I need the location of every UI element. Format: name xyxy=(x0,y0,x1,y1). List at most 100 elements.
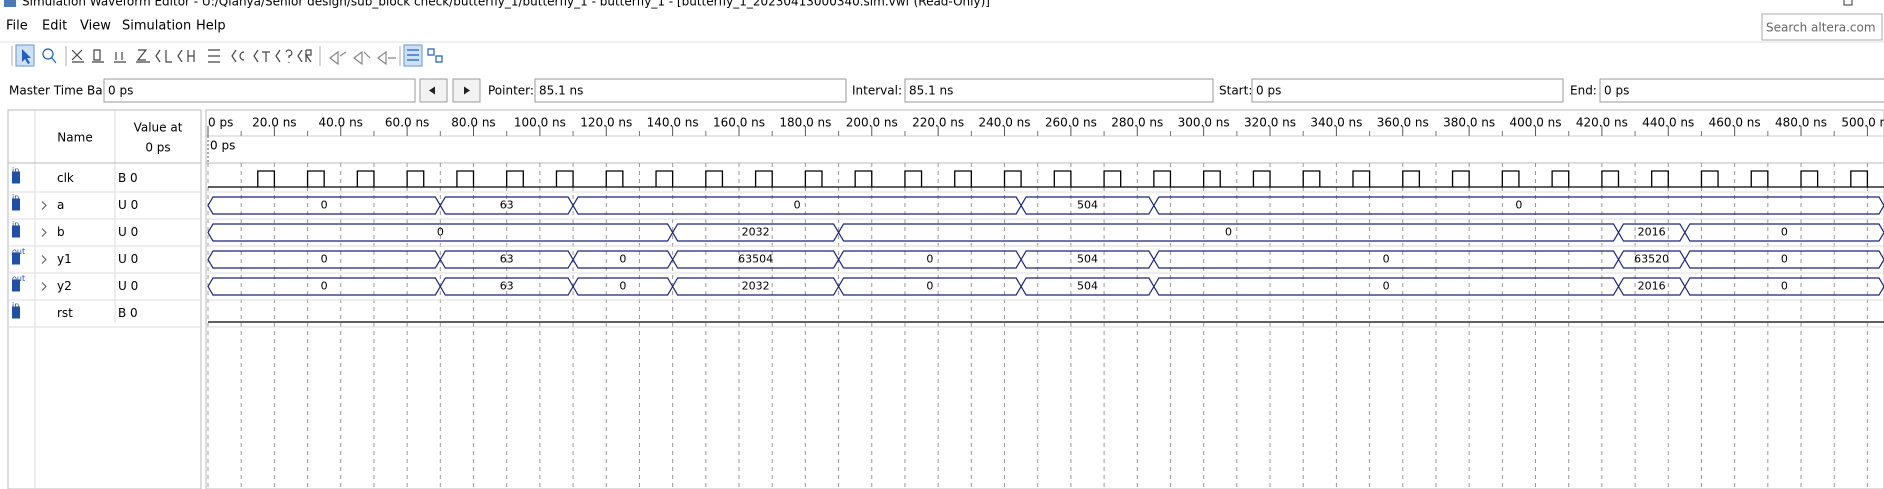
field-box[interactable] xyxy=(904,78,1214,103)
bus-value: 63 xyxy=(500,253,514,266)
tick-label: 260.0 ns xyxy=(1045,116,1097,130)
tick-label: 180.0 ns xyxy=(779,116,831,130)
bus-value: 2016 xyxy=(1638,280,1666,293)
port-icon xyxy=(12,171,20,184)
bus-value: 504 xyxy=(1077,199,1098,212)
bus-value: 0 xyxy=(1383,280,1390,293)
field-value: 0 ps xyxy=(1604,84,1629,98)
signal-value: B 0 xyxy=(118,171,138,185)
tick-label: 100.0 ns xyxy=(514,116,566,130)
signal-name: y2 xyxy=(57,279,72,293)
tick-label: 360.0 ns xyxy=(1377,116,1429,130)
tool-icon[interactable] xyxy=(208,49,220,63)
tick-label: 500.0 ns xyxy=(1841,116,1884,130)
clock-pulse xyxy=(1451,170,1470,187)
tick-label: 400.0 ns xyxy=(1510,116,1562,130)
bus-value: 0 xyxy=(1781,226,1788,239)
tick-label: 80.0 ns xyxy=(451,116,495,130)
expand-arrow[interactable] xyxy=(41,201,47,210)
tick-label: 480.0 ns xyxy=(1775,116,1827,130)
signal-name: clk xyxy=(57,171,74,185)
tick-label: 120.0 ns xyxy=(580,116,632,130)
clock-pulse xyxy=(306,170,325,187)
port-dir: out xyxy=(12,274,25,283)
tick-label: 280.0 ns xyxy=(1111,116,1163,130)
tool-icon[interactable] xyxy=(329,50,347,66)
maximize-button[interactable] xyxy=(1843,0,1853,6)
field-box[interactable] xyxy=(1251,78,1564,103)
field-box[interactable] xyxy=(103,78,416,103)
bus-value: 0 xyxy=(926,253,933,266)
tick-label: 200.0 ns xyxy=(846,116,898,130)
tool-icon[interactable] xyxy=(231,49,245,63)
bus-value: 0 xyxy=(1225,226,1232,239)
expand-arrow[interactable] xyxy=(41,282,47,291)
bus-value: 63 xyxy=(500,199,514,212)
cursor-label: 0 ps xyxy=(210,139,235,153)
tool-icon[interactable] xyxy=(377,50,396,66)
tool-icon[interactable] xyxy=(71,49,84,63)
tool-icon[interactable] xyxy=(297,49,312,63)
waveforms: 0 ps 20.0 ns 40.0 ns 60.0 ns 80.0 ns 100.0 ns… xyxy=(206,116,1884,489)
bus-segment xyxy=(1684,250,1884,269)
clock-pulse xyxy=(1551,170,1570,187)
signal-value: U 0 xyxy=(118,252,138,266)
name-header: Name xyxy=(57,131,92,145)
clock-pulse xyxy=(1302,170,1321,187)
tick-label: 20.0 ns xyxy=(252,116,296,130)
clock-pulse xyxy=(555,170,574,187)
menu-item[interactable]: Edit xyxy=(42,19,67,34)
expand-arrow[interactable] xyxy=(41,228,47,237)
bus-value: 2016 xyxy=(1638,226,1666,239)
tool-icon[interactable] xyxy=(155,49,172,63)
search-box[interactable] xyxy=(1761,13,1883,41)
clock-pulse xyxy=(954,170,972,187)
tick-label: 40.0 ns xyxy=(319,116,363,130)
expand-arrow[interactable] xyxy=(41,255,47,264)
field-value: 85.1 ns xyxy=(909,84,953,98)
field-box[interactable] xyxy=(534,78,847,103)
clock-pulse xyxy=(456,170,475,187)
tick-label: 0 ps xyxy=(208,116,233,130)
field-label: Master Time Bar: xyxy=(9,84,111,98)
tool-icon[interactable] xyxy=(353,50,371,66)
tool-icon[interactable] xyxy=(427,48,443,63)
tool-icon[interactable] xyxy=(275,49,293,63)
bus-value: 0 xyxy=(1515,199,1522,212)
zoom-tool[interactable] xyxy=(42,48,54,60)
clock-pulse xyxy=(1601,170,1620,187)
tool-icon[interactable] xyxy=(253,49,270,63)
clock-pulse xyxy=(257,170,276,187)
tick-label: 160.0 ns xyxy=(713,116,765,130)
clock-pulse xyxy=(804,170,823,187)
bus-value: 63 xyxy=(500,280,514,293)
field-value: 0 ps xyxy=(1256,84,1281,98)
menu-item[interactable]: Simulation xyxy=(122,19,191,34)
tool-icon[interactable] xyxy=(92,49,104,63)
bus-segment xyxy=(1684,223,1884,242)
clock-pulse xyxy=(655,170,674,187)
bus-value: 63504 xyxy=(738,253,773,266)
menu-item[interactable]: File xyxy=(6,19,28,34)
clock-pulse xyxy=(506,170,524,187)
tool-icon[interactable] xyxy=(177,49,195,63)
tick-label: 320.0 ns xyxy=(1244,116,1296,130)
tool-icon[interactable] xyxy=(114,52,126,63)
bus-value: 504 xyxy=(1077,253,1098,266)
value-header: Value at xyxy=(134,121,183,135)
menu-item[interactable]: View xyxy=(80,19,111,34)
signal-value: U 0 xyxy=(118,198,138,212)
port-dir: in xyxy=(12,166,19,175)
field-label: Pointer: xyxy=(488,84,534,98)
menu-item[interactable]: Help xyxy=(196,19,226,34)
bus-value: 0 xyxy=(321,280,328,293)
value-time: 0 ps xyxy=(145,141,170,155)
tick-label: 300.0 ns xyxy=(1178,116,1230,130)
clock-pulse xyxy=(904,170,923,187)
field-box[interactable] xyxy=(1599,78,1884,103)
tool-icon[interactable] xyxy=(136,49,150,63)
port-icon xyxy=(12,198,20,211)
tick-label: 460.0 ns xyxy=(1709,116,1761,130)
clock-pulse xyxy=(1053,170,1072,187)
